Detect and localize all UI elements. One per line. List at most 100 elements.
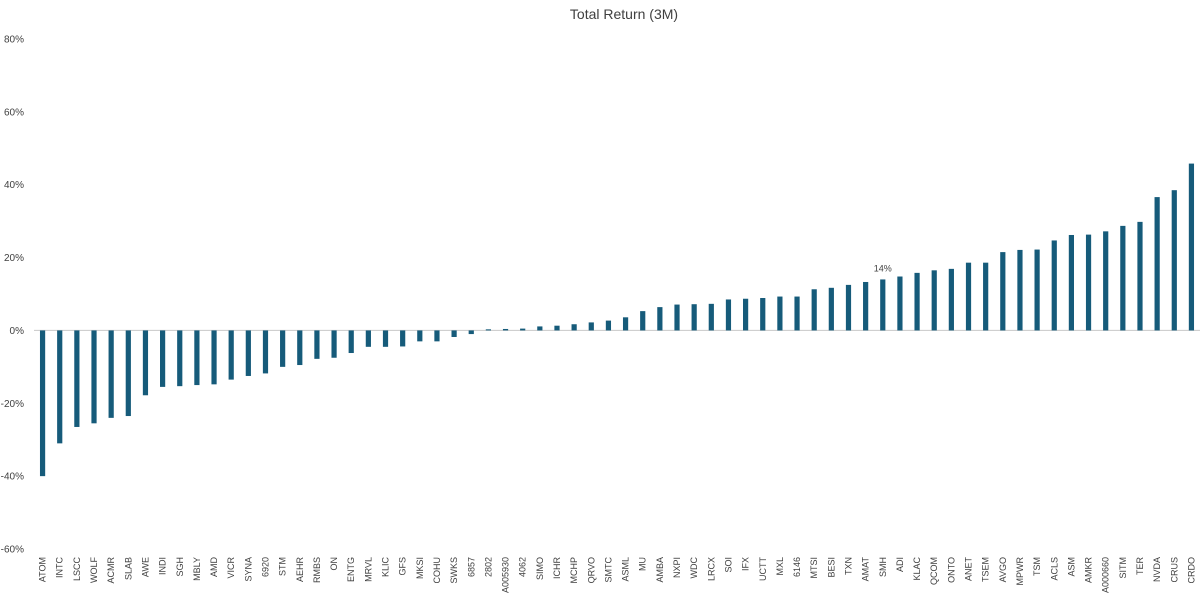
bar-ichr — [554, 325, 560, 331]
x-tick-label: AWE — [140, 557, 150, 577]
y-tick-label: 0% — [10, 326, 25, 337]
bar-klac — [914, 272, 920, 331]
x-tick-label: NXPI — [672, 557, 682, 578]
bar-gfs — [400, 330, 406, 347]
x-tick-label: AMKR — [1084, 557, 1094, 584]
x-tick-label: CRUS — [1169, 557, 1179, 583]
y-tick-label: 80% — [4, 35, 24, 46]
y-tick-label: 20% — [4, 253, 24, 264]
bar-simo — [537, 326, 543, 331]
x-tick-label: COHU — [432, 557, 442, 584]
bar-vicr — [228, 330, 234, 380]
x-axis-ticks: ATOM INTC LSCC WOLF ACMR SLAB AWE INDI SGH MBLY AM… — [38, 556, 1197, 593]
bar-klic — [382, 330, 389, 347]
bar-ter — [1137, 221, 1143, 331]
x-tick-label: 6920 — [260, 557, 270, 577]
bar-6857 — [468, 330, 474, 335]
x-tick-label: KLAC — [912, 557, 922, 581]
bar-6920 — [262, 330, 269, 374]
x-tick-label: MPWR — [1015, 557, 1025, 586]
x-tick-label: GFS — [398, 557, 408, 576]
data-label: 14% — [874, 263, 892, 273]
x-tick-label: TSEM — [981, 557, 991, 582]
bar-a000660 — [1103, 231, 1109, 331]
x-tick-label: WOLF — [89, 556, 99, 583]
bar-nxpi — [674, 304, 680, 331]
x-tick-label: SWKS — [449, 557, 459, 584]
bar-lscc — [74, 330, 80, 427]
bar-amba — [657, 307, 663, 331]
x-tick-label: 2802 — [483, 557, 493, 577]
x-tick-label: MKSI — [415, 557, 425, 579]
bar-txn — [845, 284, 852, 331]
bar-mchp — [571, 324, 577, 331]
bar-onto — [948, 268, 954, 331]
x-tick-label: SITM — [1118, 557, 1128, 579]
bar-cohu — [434, 330, 440, 342]
bar-amat — [863, 281, 869, 331]
bar-tsm — [1034, 249, 1040, 331]
y-tick-label: -20% — [1, 399, 24, 410]
x-tick-label: ATOM — [38, 557, 48, 582]
bar-slab — [125, 330, 131, 417]
bar-mu — [640, 311, 646, 331]
x-tick-label: ADI — [895, 557, 905, 572]
x-tick-label: SLAB — [123, 557, 133, 580]
y-tick-label: 60% — [4, 107, 24, 118]
y-axis-ticks: -60% -40% -20% 0% 20% 40% 60% 80% — [1, 35, 24, 556]
bar-amkr — [1085, 234, 1092, 331]
bar-nvda — [1154, 197, 1160, 331]
x-tick-label: ON — [329, 557, 339, 571]
x-tick-label: WDC — [689, 557, 699, 579]
x-tick-label: SMH — [878, 557, 888, 577]
x-tick-label: STM — [278, 557, 288, 576]
bar-mxl — [777, 296, 783, 331]
x-tick-label: QCOM — [929, 557, 939, 585]
x-tick-label: TER — [1135, 556, 1145, 575]
x-tick-label: TSM — [1032, 557, 1042, 576]
bar-2802 — [485, 329, 491, 331]
bar-asml — [622, 317, 629, 331]
bar-mtsi — [811, 289, 817, 331]
bar-swks — [451, 330, 457, 337]
bar-wdc — [691, 304, 697, 331]
bar-indi — [160, 330, 166, 387]
bar-lrcx — [708, 303, 714, 331]
bar-soi — [725, 299, 732, 331]
x-tick-label: SIMO — [535, 557, 545, 580]
x-tick-label: MU — [638, 557, 648, 571]
x-tick-label: AMAT — [861, 557, 871, 582]
x-tick-label: A005930 — [501, 557, 511, 593]
bar-adi — [897, 276, 903, 331]
y-tick-label: -60% — [1, 545, 24, 556]
x-tick-label: QRVO — [586, 557, 596, 583]
x-tick-label: AMBA — [655, 557, 665, 583]
chart-title: Total Return (3M) — [570, 6, 678, 22]
bar-atom — [39, 330, 46, 477]
x-tick-label: RMBS — [312, 557, 322, 583]
x-tick-label: ACMR — [106, 557, 116, 584]
x-tick-label: MCHP — [569, 557, 579, 584]
x-tick-label: ANET — [964, 557, 974, 582]
x-tick-label: A000660 — [1101, 557, 1111, 593]
bar-amd — [211, 330, 217, 385]
x-tick-label: SMTC — [603, 557, 613, 583]
bar-mbly — [194, 330, 200, 386]
bar-wolf — [91, 330, 97, 424]
bar-avgo — [1000, 252, 1006, 331]
bar-acls — [1051, 240, 1057, 331]
x-tick-label: MTSI — [809, 557, 819, 579]
x-tick-label: SGH — [175, 557, 185, 577]
x-tick-label: LSCC — [72, 557, 82, 582]
x-tick-label: ONTO — [946, 557, 956, 583]
bar-sitm — [1120, 225, 1126, 331]
bar-smtc — [605, 320, 612, 331]
bar-ifx — [743, 298, 749, 331]
bar-4062 — [520, 328, 526, 331]
x-tick-label: AVGO — [998, 557, 1008, 582]
x-tick-label: MBLY — [192, 557, 202, 581]
bar-rmbs — [314, 330, 320, 359]
x-tick-label: NVDA — [1152, 557, 1162, 582]
x-tick-label: KLIC — [381, 557, 391, 578]
